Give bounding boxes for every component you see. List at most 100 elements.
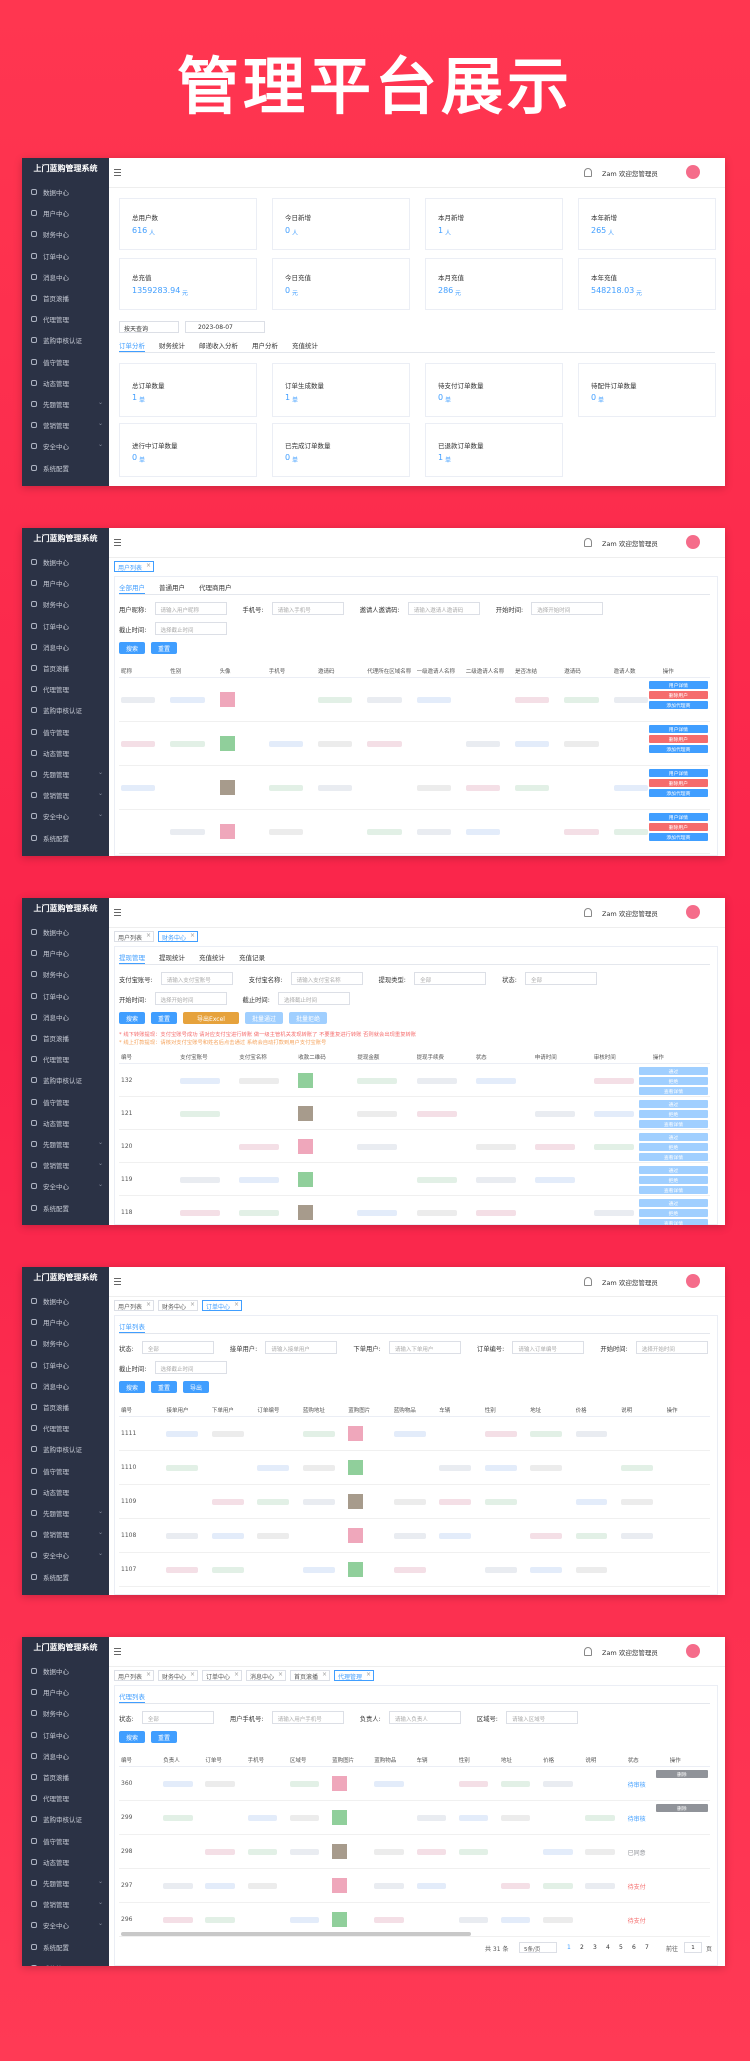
row-button[interactable]: 用户详情 xyxy=(648,813,708,821)
menu-item[interactable]: 首页滚播 xyxy=(43,1774,69,1782)
button[interactable]: 搜索 xyxy=(119,1012,145,1024)
menu-item[interactable]: 系统配置 xyxy=(43,1204,69,1213)
row-button[interactable]: 通过 xyxy=(638,1100,708,1108)
bell[interactable] xyxy=(584,1277,592,1286)
filter-input[interactable]: 全部 xyxy=(414,972,487,985)
filter-input[interactable]: 请输入邀请人邀请码 xyxy=(407,602,480,615)
menu-item[interactable]: 代理管理 xyxy=(43,1795,69,1804)
hamburger[interactable] xyxy=(114,1648,121,1649)
filter-input[interactable]: 请输入用户昵称 xyxy=(154,602,227,615)
subtab[interactable]: 代理列表 xyxy=(119,1693,145,1701)
filter-input[interactable]: 选择截止时间 xyxy=(154,622,227,635)
menu-item[interactable]: 系统管理 xyxy=(43,1593,69,1596)
tab[interactable]: 订单分析 xyxy=(119,342,145,350)
menu-item[interactable]: 代理管理 xyxy=(43,316,69,325)
menu-item[interactable]: 用户中心 xyxy=(43,1319,69,1328)
menu-item[interactable]: 营销管理 xyxy=(43,792,69,801)
row-button[interactable]: 添加代理商 xyxy=(648,701,708,709)
subtab[interactable]: 充值统计 xyxy=(199,954,225,962)
menu-item[interactable]: 蓝购审核认证 xyxy=(43,1446,82,1455)
filter-input[interactable]: 选择开始时间 xyxy=(635,1341,708,1354)
menu-item[interactable]: 用户中心 xyxy=(43,580,69,589)
menu-item[interactable]: 代理管理 xyxy=(43,686,69,695)
tab[interactable]: 财务统计 xyxy=(159,342,185,350)
subtab[interactable]: 全部用户 xyxy=(119,584,145,592)
menu-item[interactable]: 值守管理 xyxy=(43,1467,69,1476)
row-button[interactable]: 删除用户 xyxy=(648,779,708,787)
tab[interactable]: 用户分析 xyxy=(252,342,278,350)
menu-item[interactable]: 首页滚播 xyxy=(43,1404,69,1412)
filter-input[interactable]: 请输入支付宝名称 xyxy=(290,972,363,985)
menu-item[interactable]: 系统配置 xyxy=(43,464,69,473)
menu-item[interactable]: 数据中心 xyxy=(43,1298,69,1306)
row-button[interactable]: 查看详情 xyxy=(638,1153,708,1161)
row-button[interactable]: 通过 xyxy=(638,1133,708,1141)
menu-item[interactable]: 蓝购审核认证 xyxy=(43,1816,82,1825)
page-number[interactable]: 3 xyxy=(593,1944,597,1951)
menu-item[interactable]: 系统配置 xyxy=(43,1573,69,1582)
hamburger[interactable] xyxy=(114,1278,121,1279)
tag[interactable]: 首页滚播 × xyxy=(290,1670,330,1681)
filter-input[interactable]: 全部 xyxy=(525,972,597,985)
row-button[interactable]: 通过 xyxy=(638,1199,708,1207)
avatar[interactable] xyxy=(686,1644,700,1658)
tab[interactable]: 充值统计 xyxy=(292,342,318,350)
menu-item[interactable]: 系统配置 xyxy=(43,834,69,843)
row-button[interactable]: 拒绝 xyxy=(638,1077,708,1085)
menu-item[interactable]: 动态管理 xyxy=(43,1858,69,1867)
date-input[interactable]: 2023-08-07 xyxy=(185,321,265,333)
tag[interactable]: 财务中心 × xyxy=(158,931,198,942)
hamburger[interactable] xyxy=(114,542,121,543)
tag[interactable]: 用户列表 × xyxy=(114,1300,154,1311)
menu-item[interactable]: 安全中心 xyxy=(43,1552,69,1561)
tag[interactable]: 用户列表 × xyxy=(114,931,154,942)
menu-item[interactable]: 营销管理 xyxy=(43,1531,69,1540)
button[interactable]: 重置 xyxy=(151,1731,177,1743)
subtab[interactable]: 订单列表 xyxy=(119,1323,145,1331)
menu-item[interactable]: 系统管理 xyxy=(43,854,69,857)
menu-item[interactable]: 用户中心 xyxy=(43,1689,69,1698)
menu-item[interactable]: 蓝购审核认证 xyxy=(43,1077,82,1086)
menu-item[interactable]: 消息中心 xyxy=(43,273,69,282)
menu-item[interactable]: 系统配置 xyxy=(43,1943,69,1952)
menu-item[interactable]: 值守管理 xyxy=(43,358,69,367)
row-button[interactable]: 添加代理商 xyxy=(648,745,708,753)
bell[interactable] xyxy=(584,168,592,177)
filter-input[interactable]: 请输入下单用户 xyxy=(388,1341,461,1354)
menu-item[interactable]: 订单中心 xyxy=(43,252,69,261)
menu-item[interactable]: 安全中心 xyxy=(43,1922,69,1931)
menu-item[interactable]: 数据中心 xyxy=(43,559,69,567)
row-button[interactable]: 拒绝 xyxy=(638,1209,708,1217)
row-button[interactable]: 拒绝 xyxy=(638,1143,708,1151)
hamburger[interactable] xyxy=(114,1281,121,1282)
row-button[interactable]: 删除 xyxy=(655,1770,708,1778)
avatar[interactable] xyxy=(686,535,700,549)
hamburger[interactable] xyxy=(114,1284,121,1285)
page-input[interactable]: 1 xyxy=(684,1942,702,1953)
menu-item[interactable]: 财务中心 xyxy=(43,1340,69,1349)
menu-item[interactable]: 首页滚播 xyxy=(43,1035,69,1043)
page-number[interactable]: 1 xyxy=(567,1944,571,1951)
hamburger[interactable] xyxy=(114,912,121,913)
menu-item[interactable]: 安全中心 xyxy=(43,443,69,452)
row-button[interactable]: 拒绝 xyxy=(638,1110,708,1118)
tag[interactable]: 财务中心 × xyxy=(158,1300,198,1311)
menu-item[interactable]: 消息中心 xyxy=(43,1013,69,1022)
menu-item[interactable]: 蓝购审核认证 xyxy=(43,337,82,346)
page-size[interactable]: 5条/页 xyxy=(519,1942,557,1953)
hamburger[interactable] xyxy=(114,1654,121,1655)
row-button[interactable]: 删除 xyxy=(655,1804,708,1812)
menu-item[interactable]: 订单中心 xyxy=(43,622,69,631)
button[interactable]: 重置 xyxy=(151,1012,177,1024)
filter-input[interactable]: 请输入区域号 xyxy=(506,1711,579,1724)
tag[interactable]: 代理管理 × xyxy=(334,1670,374,1681)
menu-item[interactable]: 营销管理 xyxy=(43,1162,69,1171)
subtab[interactable]: 提现统计 xyxy=(159,954,185,962)
menu-item[interactable]: 订单中心 xyxy=(43,1731,69,1740)
row-button[interactable]: 添加代理商 xyxy=(648,833,708,841)
avatar[interactable] xyxy=(686,1274,700,1288)
menu-item[interactable]: 营销管理 xyxy=(43,422,69,431)
filter-input[interactable]: 请输入接单用户 xyxy=(265,1341,338,1354)
row-button[interactable]: 用户详情 xyxy=(648,725,708,733)
tag[interactable]: 财务中心 × xyxy=(158,1670,198,1681)
